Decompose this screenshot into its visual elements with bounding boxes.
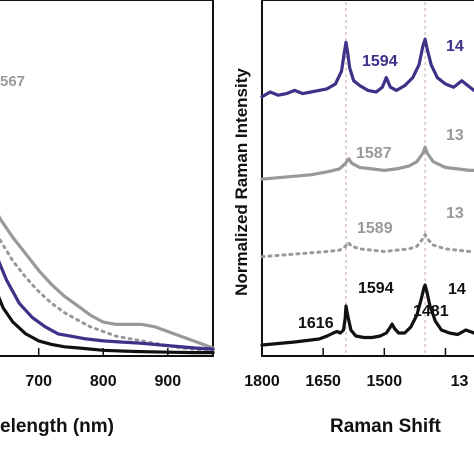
peak-label: 1594 (358, 280, 394, 297)
right-x-tick-label: 1650 (305, 373, 341, 390)
right-x-tick-label: 1500 (367, 373, 403, 390)
right-x-tick-label: 13 (451, 373, 469, 390)
absorbance-panel: 567 600700800900 elength (nm) (0, 0, 215, 437)
peak-label: 1481 (413, 303, 449, 320)
peak-label: 14 (446, 38, 464, 55)
right-x-axis-label: Raman Shift (330, 416, 442, 437)
absorbance-series-line-4 (0, 296, 215, 355)
peak-label: 1616 (298, 315, 334, 332)
peak-label: 13 (446, 127, 464, 144)
peak-label: 14 (448, 281, 466, 298)
peak-label: 1589 (357, 220, 393, 237)
right-y-axis-label: Normalized Raman Intensity (232, 68, 251, 296)
absorbance-series-line-3 (0, 260, 215, 351)
left-x-tick-label: 700 (25, 373, 52, 390)
raman-spectrum-line-3 (260, 233, 474, 259)
peak-label: 13 (446, 205, 464, 222)
left-plot-frame (0, 0, 214, 357)
left-x-tick-label: 800 (90, 373, 117, 390)
right-x-tick-label: 1800 (244, 373, 280, 390)
absorbance-series-line-1 (0, 214, 215, 350)
peak-label: 1587 (356, 145, 392, 162)
absorbance-series-line-2 (0, 235, 215, 353)
raman-panel: Normalized Raman Intensity 1594 14 1587 13 1… (232, 0, 474, 437)
left-x-tick-label: 900 (154, 373, 181, 390)
raman-spectrum-line-4 (260, 283, 474, 347)
peak-label: 1594 (362, 53, 398, 70)
left-x-axis-label: elength (nm) (0, 416, 114, 437)
raman-spectrum-line-2 (260, 145, 474, 181)
left-peak-annotation: 567 (0, 73, 25, 90)
raman-spectrum-line-1 (260, 37, 474, 99)
